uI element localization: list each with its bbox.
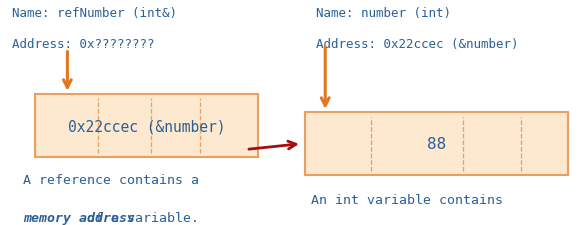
Text: 88: 88	[427, 137, 446, 151]
Text: 0x22ccec (&number): 0x22ccec (&number)	[68, 119, 225, 133]
Text: Name: refNumber (int&): Name: refNumber (int&)	[12, 7, 177, 20]
FancyBboxPatch shape	[305, 112, 568, 176]
Text: A reference contains a: A reference contains a	[23, 173, 199, 186]
Text: An int variable contains: An int variable contains	[311, 194, 503, 207]
Text: of a variable.: of a variable.	[79, 212, 199, 225]
Text: Name: number (int): Name: number (int)	[316, 7, 451, 20]
FancyBboxPatch shape	[35, 94, 258, 158]
Text: Address: 0x????????: Address: 0x????????	[12, 38, 154, 51]
Text: memory address: memory address	[23, 212, 135, 225]
Text: Address: 0x22ccec (&number): Address: 0x22ccec (&number)	[316, 38, 519, 51]
